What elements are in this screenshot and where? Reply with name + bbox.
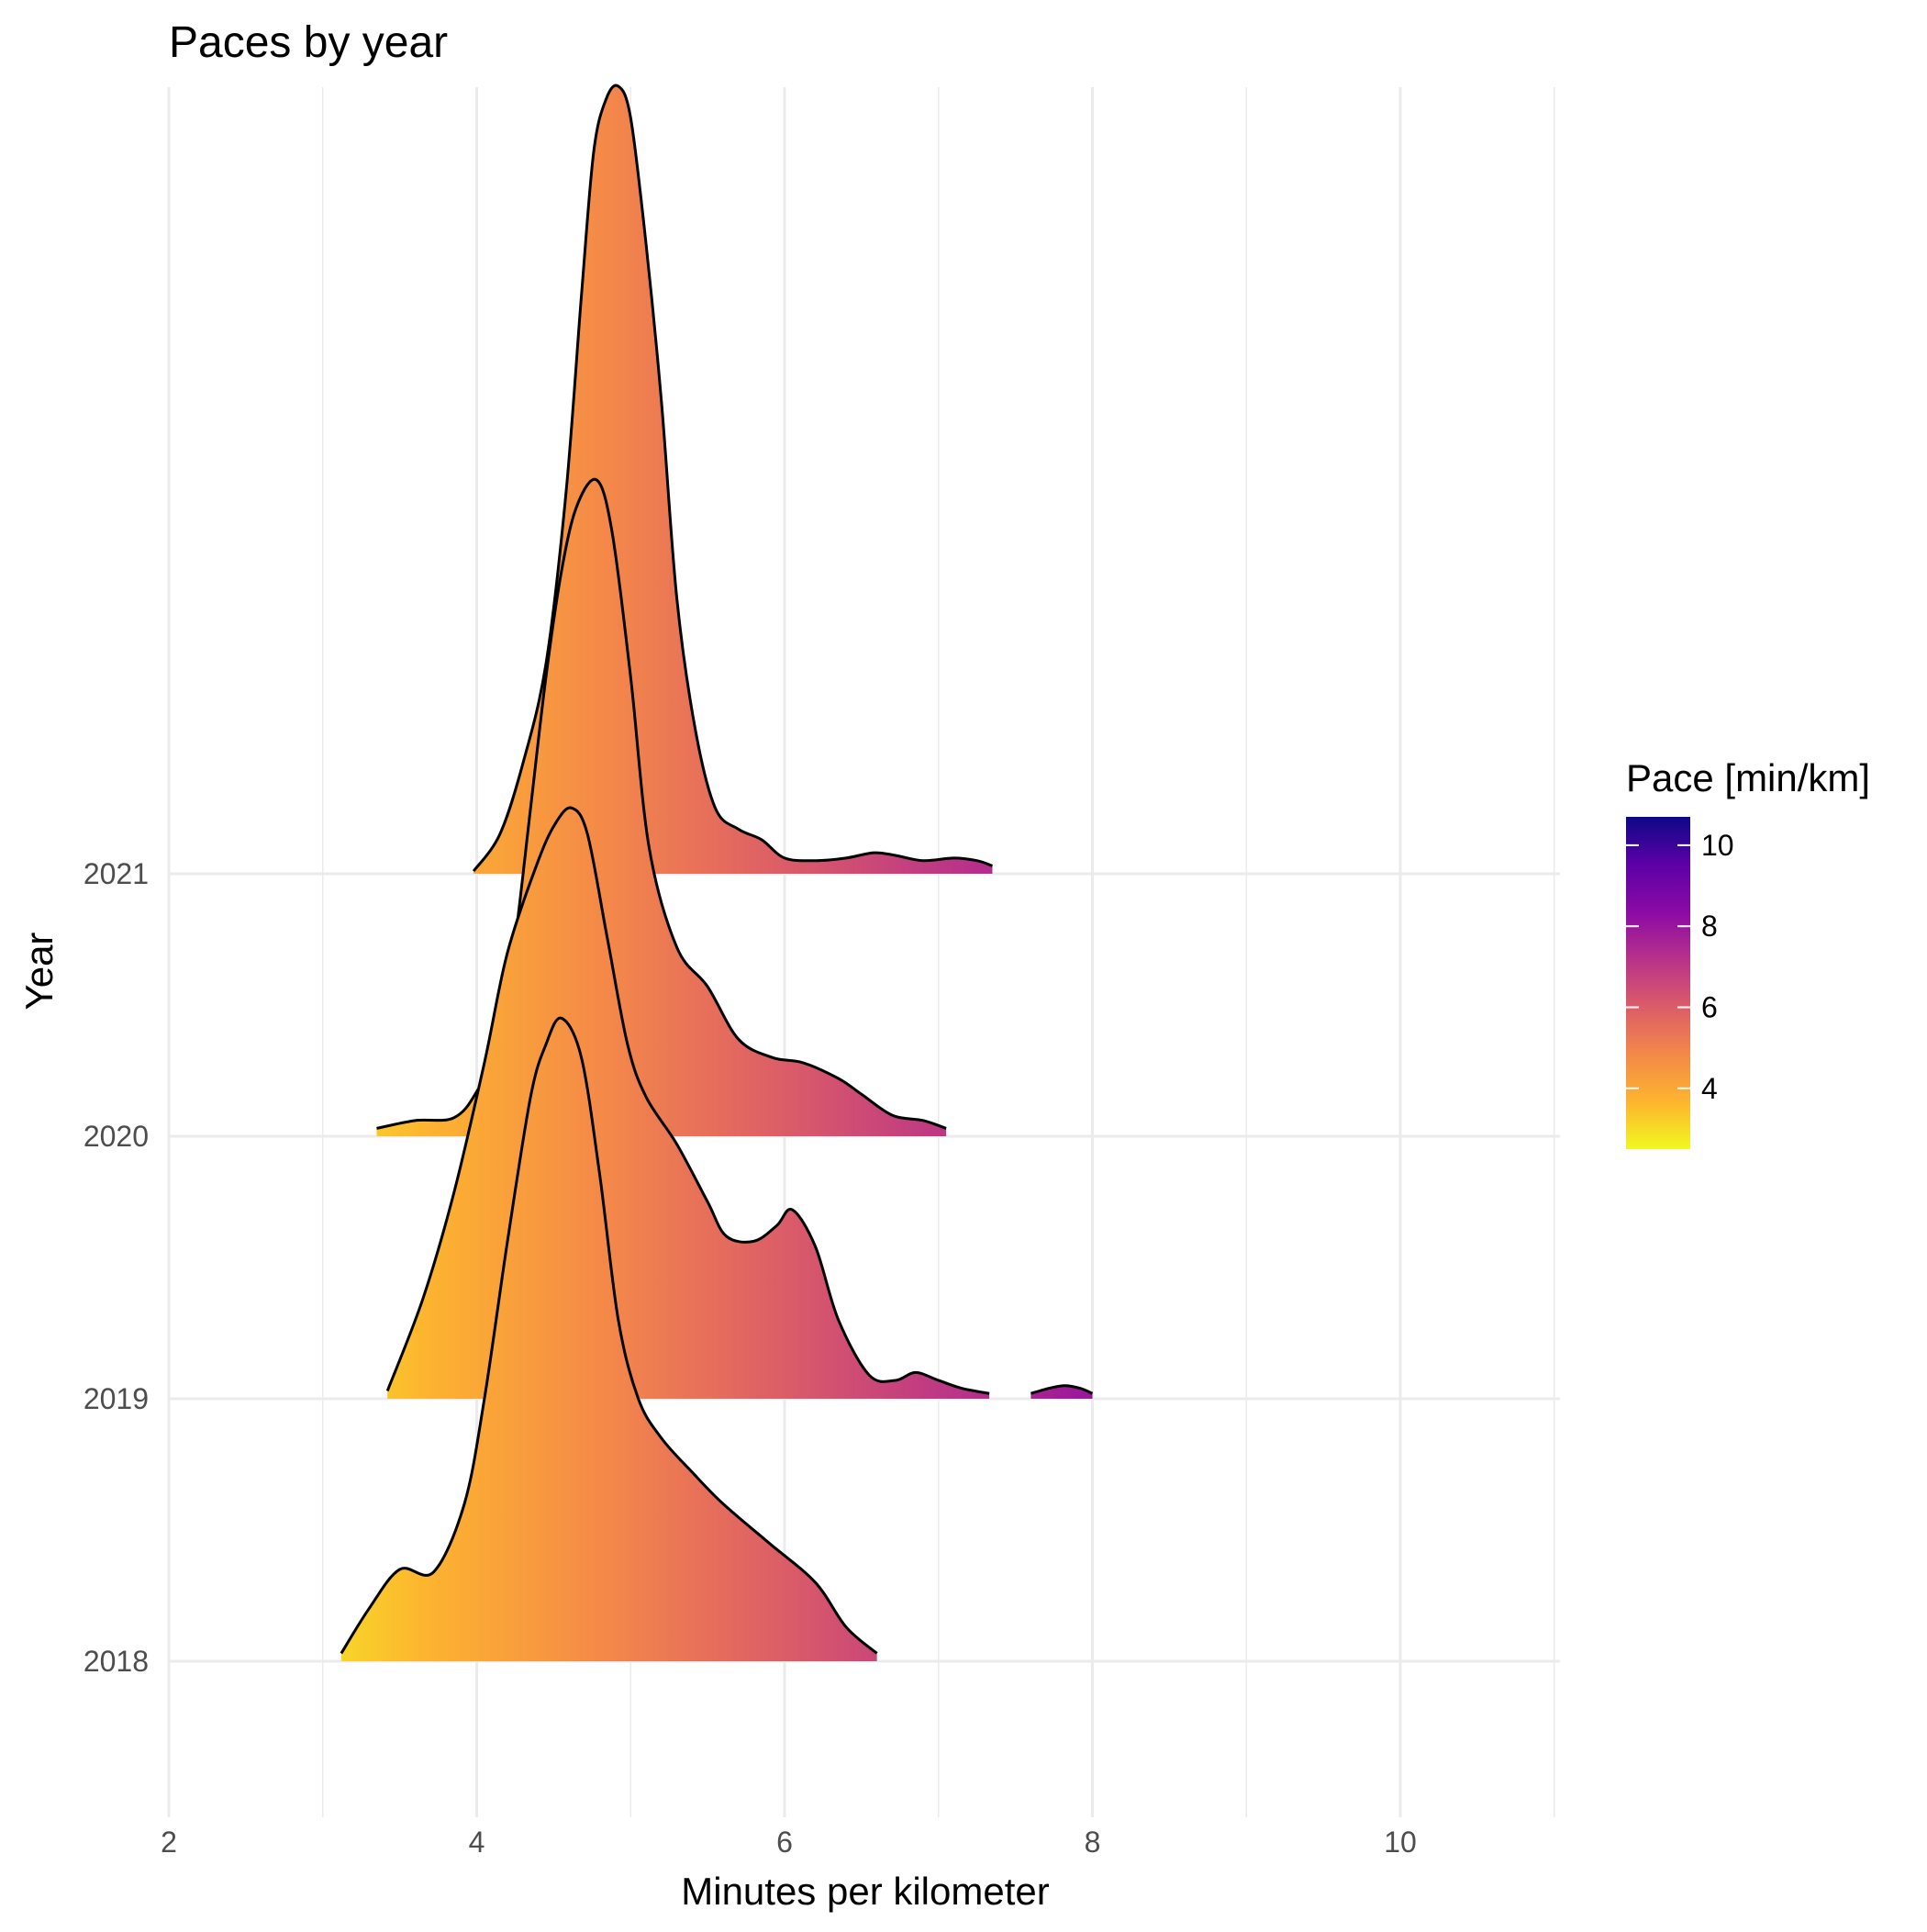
x-tick-label: 4 [469, 1826, 485, 1859]
ridge-line-2021 [472, 84, 993, 873]
legend-tick-label: 4 [1701, 1072, 1718, 1105]
legend-colorbar [1626, 817, 1690, 1149]
legend-title: Pace [min/km] [1626, 756, 1870, 799]
x-tick-label: 8 [1085, 1826, 1101, 1859]
legend-tick-label: 6 [1701, 990, 1718, 1023]
grid-lines [167, 87, 1560, 1817]
ridge-area-2018 [340, 1018, 877, 1661]
chart-title: Paces by year [169, 18, 448, 67]
legend-tick-label: 10 [1701, 829, 1734, 862]
legend-tick-label: 8 [1701, 910, 1718, 943]
ridge-line-2019 [1030, 1384, 1094, 1395]
x-tick-label: 10 [1384, 1826, 1417, 1859]
y-tick-label: 2019 [84, 1382, 149, 1415]
ridge-area-2019 [1030, 1385, 1093, 1399]
x-axis-title: Minutes per kilometer [681, 1870, 1049, 1913]
ridge-2018 [340, 1016, 878, 1661]
ridges [340, 84, 1094, 1661]
ridge-line-2018 [340, 1016, 878, 1655]
legend-ticks: 4 6 8 10 [1626, 829, 1734, 1105]
x-tick-label: 2 [161, 1826, 177, 1859]
y-tick-label: 2020 [84, 1120, 149, 1153]
y-axis-title: Year [17, 932, 61, 1011]
axes: 2 4 6 8 10 2018 2019 2020 2021 [84, 857, 1417, 1859]
x-tick-label: 6 [776, 1826, 793, 1859]
y-tick-label: 2021 [84, 857, 149, 890]
legend: Pace [min/km] 4 6 8 10 [1626, 756, 1870, 1149]
ridge-line-2019 [385, 806, 990, 1395]
y-tick-label: 2018 [84, 1645, 149, 1678]
